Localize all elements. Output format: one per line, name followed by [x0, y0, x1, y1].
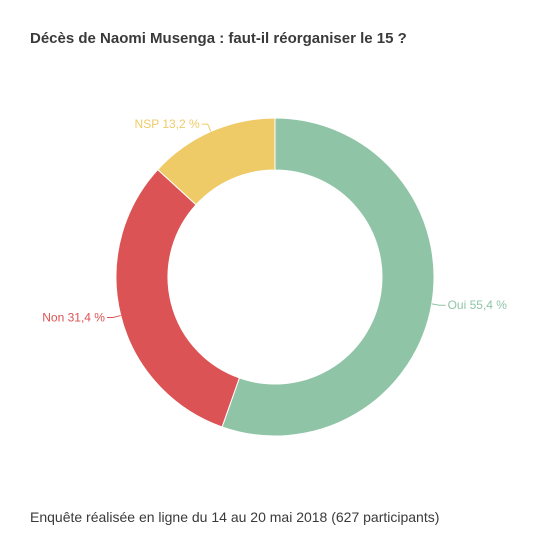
slice-non-label: Non 31,4 % [42, 311, 105, 325]
slice-oui-label: Oui 55,4 % [448, 298, 508, 312]
slice-nsp-leader-line [201, 123, 212, 132]
chart-footer: Enquête réalisée en ligne du 14 au 20 ma… [30, 509, 440, 525]
chart-title: Décès de Naomi Musenga : faut-il réorgan… [30, 30, 407, 47]
donut-slices [115, 117, 435, 437]
slice-non [115, 168, 241, 428]
slice-nsp [157, 117, 276, 206]
slice-nsp-label: NSP 13,2 % [135, 117, 200, 131]
slice-labels: Oui 55,4 % Non 31,4 % NSP 13,2 % [42, 117, 507, 324]
slice-oui-leader-line [431, 303, 446, 306]
slice-non-leader-line [106, 315, 121, 319]
slice-oui [221, 117, 435, 437]
